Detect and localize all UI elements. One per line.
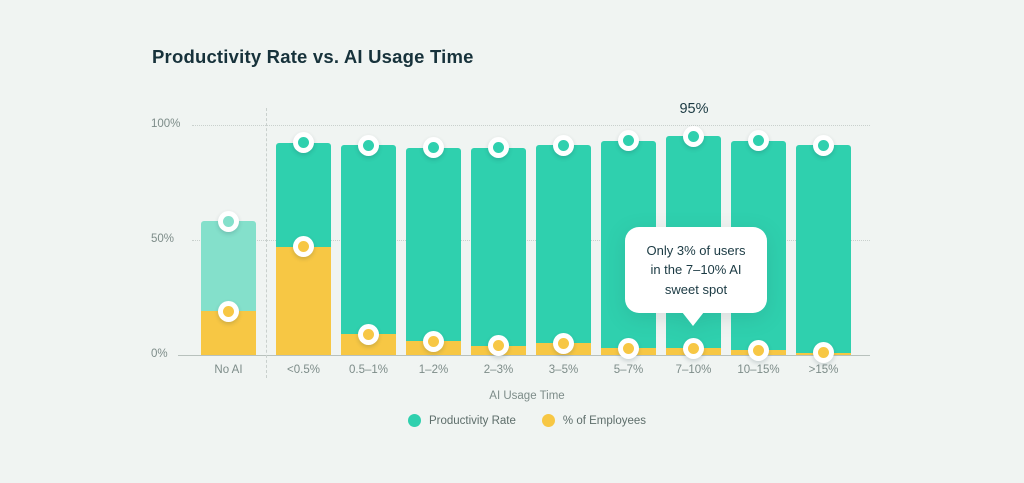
chart-title: Productivity Rate vs. AI Usage Time	[152, 46, 474, 67]
marker-dot-icon	[493, 142, 504, 154]
marker-dot-icon	[558, 337, 569, 349]
productivity-rate-swatch-icon	[407, 414, 421, 427]
gridline-50	[192, 239, 870, 241]
x-tick-label-0-5-1: 0.5–1%	[348, 364, 388, 376]
marker-dot-icon	[558, 139, 569, 151]
bar-employees-0-5[interactable]	[276, 246, 331, 355]
marker-employees-10-15[interactable]	[748, 339, 769, 361]
x-tick-label-5-7: 5–7%	[613, 364, 644, 376]
marker-productivity-1-2[interactable]	[423, 137, 444, 159]
marker-dot-icon	[298, 241, 309, 253]
marker-dot-icon	[223, 305, 234, 317]
bar-productivity-3-5[interactable]	[536, 145, 591, 355]
marker-dot-icon	[363, 328, 374, 340]
marker-dot-icon	[428, 335, 439, 347]
marker-productivity-7-10[interactable]	[683, 125, 704, 147]
no-ai-separator	[266, 108, 267, 378]
marker-dot-icon	[623, 135, 634, 147]
percent-of-employees-swatch-icon	[541, 414, 555, 427]
bar-productivity-15[interactable]	[796, 145, 851, 355]
x-tick-label-no-ai: No AI	[214, 364, 243, 376]
annotation-line-3: sweet spot	[664, 281, 728, 297]
marker-productivity-5-7[interactable]	[618, 130, 639, 152]
legend-item-percent-of-employees[interactable]: % of Employees	[541, 414, 647, 427]
marker-productivity-3-5[interactable]	[553, 134, 574, 156]
marker-dot-icon	[753, 344, 764, 356]
marker-employees-0-5[interactable]	[293, 236, 314, 258]
marker-dot-icon	[753, 135, 764, 147]
x-tick-label-2-3: 2–3%	[483, 364, 514, 376]
legend-label-percent-of-employees: % of Employees	[562, 414, 647, 427]
marker-employees-15[interactable]	[813, 342, 834, 364]
annotation-callout: Only 3% of users in the 7–10% AI sweet s…	[625, 227, 767, 326]
marker-dot-icon	[688, 342, 699, 354]
annotation-line-2: in the 7–10% AI	[650, 262, 742, 278]
marker-productivity-no-ai[interactable]	[218, 210, 239, 232]
marker-productivity-0-5[interactable]	[293, 132, 314, 154]
x-tick-label-1-2: 1–2%	[418, 364, 449, 376]
marker-employees-2-3[interactable]	[488, 335, 509, 357]
marker-dot-icon	[818, 347, 829, 359]
x-axis-title: AI Usage Time	[489, 390, 565, 402]
marker-employees-0-5-1[interactable]	[358, 323, 379, 345]
peak-value-label: 95%	[679, 101, 709, 117]
marker-dot-icon	[298, 137, 309, 149]
y-tick-label-100: 100%	[151, 117, 181, 130]
x-tick-label-3-5: 3–5%	[548, 364, 579, 376]
marker-dot-icon	[688, 130, 699, 142]
x-axis-line	[178, 355, 870, 356]
legend-label-productivity-rate: Productivity Rate	[428, 414, 516, 427]
marker-dot-icon	[818, 139, 829, 151]
x-tick-label-15: >15%	[808, 364, 839, 376]
marker-employees-1-2[interactable]	[423, 330, 444, 352]
bar-productivity-1-2[interactable]	[406, 147, 461, 355]
marker-dot-icon	[363, 139, 374, 151]
gridline-100	[192, 124, 870, 126]
legend: Productivity Rate % of Employees	[180, 414, 874, 427]
x-tick-label-10-15: 10–15%	[737, 364, 780, 376]
annotation-line-1: Only 3% of users	[646, 242, 746, 258]
bar-productivity-2-3[interactable]	[471, 147, 526, 355]
y-tick-label-50: 50%	[151, 232, 175, 245]
marker-employees-no-ai[interactable]	[218, 300, 239, 322]
marker-productivity-15[interactable]	[813, 134, 834, 156]
x-tick-label-0-5: <0.5%	[287, 364, 320, 376]
marker-dot-icon	[623, 342, 634, 354]
legend-item-productivity-rate[interactable]: Productivity Rate	[407, 414, 516, 427]
marker-productivity-10-15[interactable]	[748, 130, 769, 152]
annotation-callout-tail	[682, 312, 704, 326]
marker-dot-icon	[493, 340, 504, 352]
marker-productivity-2-3[interactable]	[488, 137, 509, 159]
x-tick-label-7-10: 7–10%	[675, 364, 712, 376]
marker-dot-icon	[223, 215, 234, 227]
marker-productivity-0-5-1[interactable]	[358, 134, 379, 156]
marker-employees-3-5[interactable]	[553, 332, 574, 354]
marker-employees-5-7[interactable]	[618, 337, 639, 359]
marker-dot-icon	[428, 142, 439, 154]
bar-productivity-0-5-1[interactable]	[341, 145, 396, 355]
y-tick-label-0: 0%	[151, 348, 168, 360]
marker-employees-7-10[interactable]	[683, 337, 704, 359]
